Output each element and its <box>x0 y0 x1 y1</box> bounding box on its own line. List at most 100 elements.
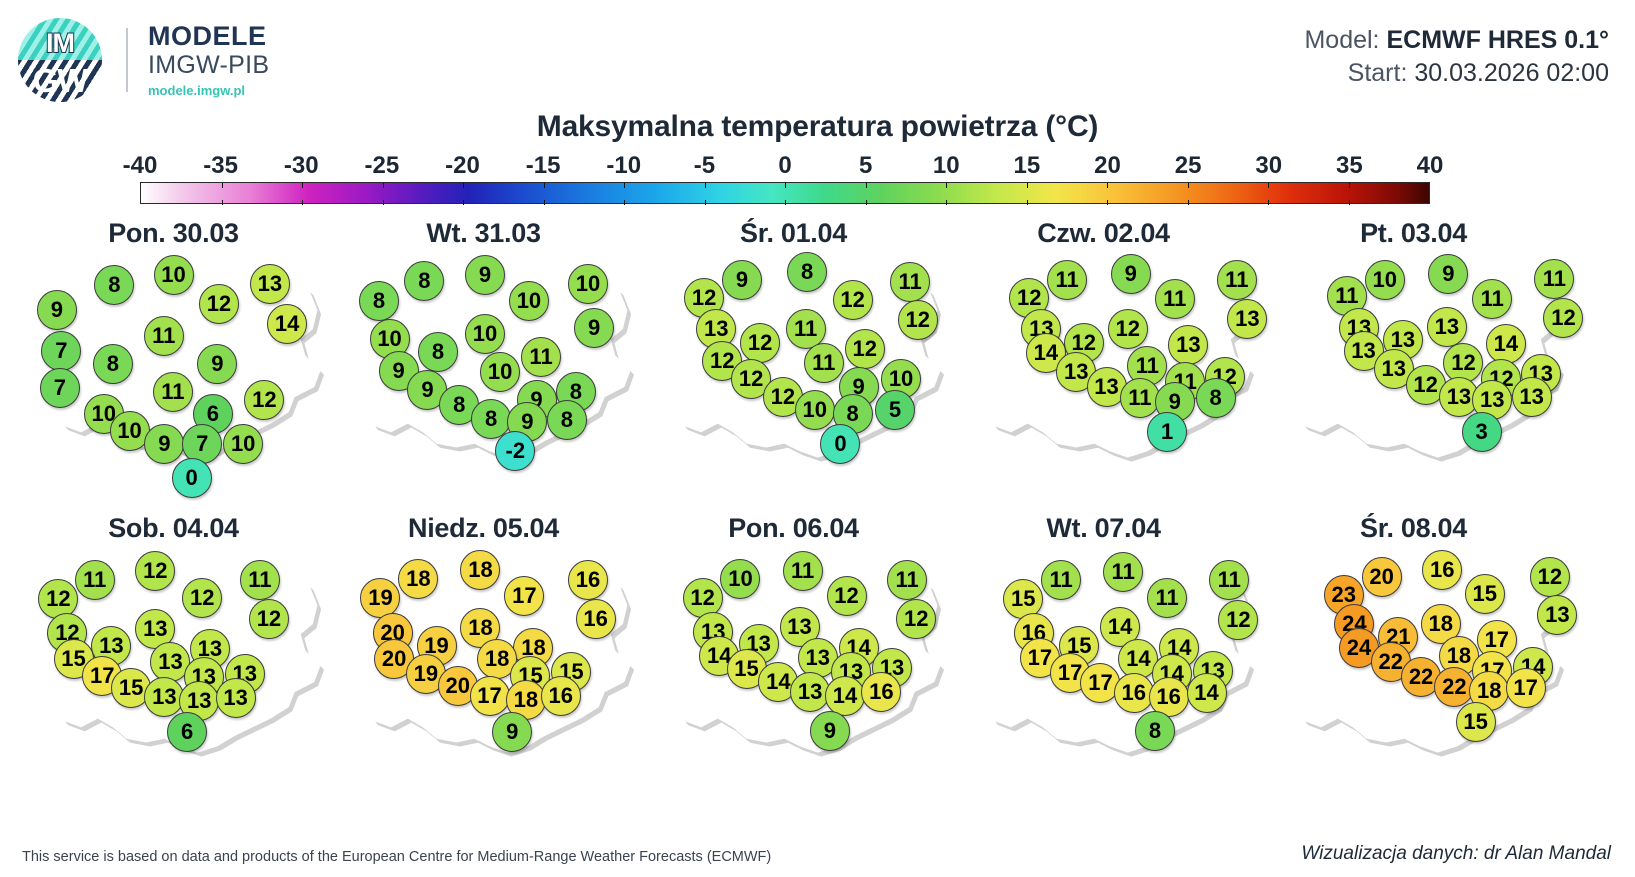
temperature-bubble: 11 <box>152 372 193 413</box>
temperature-bubble: 10 <box>720 558 761 599</box>
temperature-bubble: 7 <box>39 368 80 409</box>
temperature-bubble: 13 <box>249 263 290 304</box>
colorbar-tick--30: -30 <box>283 152 319 179</box>
model-label: Model: <box>1304 26 1380 54</box>
temperature-bubble: 14 <box>1186 673 1227 714</box>
poland-map: 11 11 11 15 11 14 12 16 15 14 17 14 17 14 13 17 16 16 14 8 <box>952 551 1259 803</box>
temperature-bubble: 12 <box>248 599 289 640</box>
colorbar: -40 -35 -30 -25 -20 -15 -10 -5 0 5 10 15 20 25 30 35 40 <box>123 152 1444 205</box>
colorbar-tickmark <box>382 183 384 188</box>
temperature-bubble: 18 <box>460 607 501 648</box>
colorbar-tickmark <box>865 200 867 205</box>
temperature-bubble: 11 <box>803 343 844 384</box>
temperature-bubble: 12 <box>896 599 937 640</box>
temperature-bubble: 8 <box>439 384 480 425</box>
temperature-bubble: 18 <box>1420 604 1461 645</box>
temperature-bubble: 8 <box>92 344 133 385</box>
brand-website-link[interactable]: modele.imgw.pl <box>148 83 246 98</box>
temperature-bubble: 9 <box>1110 253 1151 294</box>
temperature-bubble: 9 <box>492 712 533 753</box>
poland-map: 11 12 11 12 12 13 12 12 13 13 15 13 17 13 13 15 13 13 13 6 <box>22 551 325 803</box>
start-row: Start: 30.03.2026 02:00 <box>1304 57 1609 90</box>
colorbar-tick-labels: -40 -35 -30 -25 -20 -15 -10 -5 0 5 10 15 20 25 30 35 40 <box>123 152 1444 182</box>
forecast-panel: Wt. 07.04 11 11 11 15 11 14 12 16 15 14 17 14 17 14 13 1… <box>952 513 1259 803</box>
temperature-bubble: 12 <box>182 577 223 618</box>
colorbar-tickmark <box>302 183 303 188</box>
panel-date-label: Śr. 08.04 <box>1360 513 1467 543</box>
panel-date-label: Wt. 31.03 <box>426 218 541 248</box>
colorbar-tick-10: 10 <box>932 152 960 179</box>
temperature-bubble: 11 <box>143 316 184 357</box>
panel-date-label: Niedz. 05.04 <box>408 513 559 543</box>
colorbar-tick-25: 25 <box>1174 152 1202 179</box>
temperature-bubble: 11 <box>239 559 280 600</box>
colorbar-tick--20: -20 <box>445 152 480 179</box>
model-value: ECMWF HRES 0.1° <box>1386 26 1609 54</box>
colorbar-tickmark <box>865 183 867 188</box>
forecast-panel: Pt. 03.04 10 9 11 11 11 13 12 13 13 14 13 12 13 12 13 12… <box>1262 218 1584 508</box>
temperature-bubble: 11 <box>887 559 928 600</box>
temperature-bubble: 15 <box>1464 573 1505 614</box>
temperature-bubble: 11 <box>1047 259 1088 300</box>
temperature-bubble: 10 <box>480 351 521 392</box>
poland-map: 8 9 10 8 10 10 9 10 8 11 9 10 9 8 9 8 8 9 8 -2 <box>332 254 635 508</box>
colorbar-tick--35: -35 <box>203 152 238 179</box>
voivodeship-border <box>414 301 426 367</box>
temperature-bubble: 12 <box>1107 309 1148 350</box>
temperature-bubble: 11 <box>74 559 115 600</box>
temperature-bubble: 9 <box>144 423 185 464</box>
temperature-bubble: 19 <box>360 577 401 618</box>
temperature-bubble: 3 <box>1461 412 1502 453</box>
temperature-bubble: 10 <box>508 281 549 322</box>
temperature-bubble: 13 <box>779 606 820 647</box>
temperature-bubble: 20 <box>374 639 415 680</box>
colorbar-tickmark <box>624 200 625 205</box>
temperature-bubble: 12 <box>740 322 781 363</box>
temperature-bubble: 8 <box>787 252 828 293</box>
temperature-bubble: 13 <box>1438 377 1479 418</box>
temperature-bubble: 10 <box>153 254 194 295</box>
temperature-bubble: 11 <box>1119 378 1160 419</box>
temperature-bubble: 10 <box>568 263 609 304</box>
colorbar-tickmark <box>1187 200 1189 205</box>
temperature-bubble: 13 <box>1426 306 1467 347</box>
temperature-bubble: 24 <box>1338 628 1379 669</box>
colorbar-tickmark <box>785 183 786 188</box>
temperature-bubble: -2 <box>495 431 536 472</box>
temperature-bubble: 16 <box>568 559 609 600</box>
temperature-bubble: 11 <box>1103 552 1144 593</box>
temperature-bubble: 9 <box>809 711 850 752</box>
temperature-bubble: 12 <box>38 578 79 619</box>
temperature-bubble: 11 <box>785 309 826 350</box>
temperature-bubble: 13 <box>1086 367 1127 408</box>
colorbar-tickmark <box>1268 200 1269 205</box>
panel-date-label: Sob. 04.04 <box>108 513 239 543</box>
temperature-bubble: 11 <box>1216 259 1257 300</box>
colorbar-tickmark <box>704 200 706 205</box>
colorbar-tick--40: -40 <box>122 152 158 179</box>
temperature-bubble: 20 <box>1361 557 1402 598</box>
model-row: Model: ECMWF HRES 0.1° <box>1304 24 1609 57</box>
colorbar-tickmark <box>463 200 464 205</box>
colorbar-tickmark <box>543 183 545 188</box>
temperature-bubble: 10 <box>223 423 264 464</box>
temperature-bubble: 11 <box>1209 559 1250 600</box>
temperature-bubble: 14 <box>1485 324 1526 365</box>
forecast-panel: Wt. 31.03 8 9 10 8 10 10 9 10 8 11 9 10 9 8 9 8 8 9 8 -2 <box>332 218 635 508</box>
temperature-bubble: 13 <box>1227 299 1268 339</box>
temperature-bubble: 9 <box>197 344 238 385</box>
temperature-bubble: 9 <box>378 350 419 391</box>
temperature-bubble: 14 <box>825 675 865 716</box>
colorbar-gradient <box>140 182 1430 205</box>
colorbar-tickmark <box>946 183 947 188</box>
colorbar-tick-15: 15 <box>1013 152 1041 179</box>
logo-im-text: IM <box>45 28 76 58</box>
temperature-bubble: 11 <box>521 336 562 377</box>
poland-map: 10 11 11 12 12 13 12 13 13 14 14 13 15 13 13 14 13 14 16 9 <box>642 551 945 803</box>
start-label: Start: <box>1347 59 1408 87</box>
forecast-panel: Czw. 02.04 11 9 11 12 11 12 13 13 12 13 14 11 13 11 12 1… <box>952 218 1268 508</box>
temperature-bubble: 16 <box>861 672 902 713</box>
temperature-bubble: 11 <box>890 262 931 303</box>
panel-date-label: Wt. 07.04 <box>1046 513 1161 543</box>
brand-line-imgw-pib: IMGW-PIB <box>148 51 270 79</box>
